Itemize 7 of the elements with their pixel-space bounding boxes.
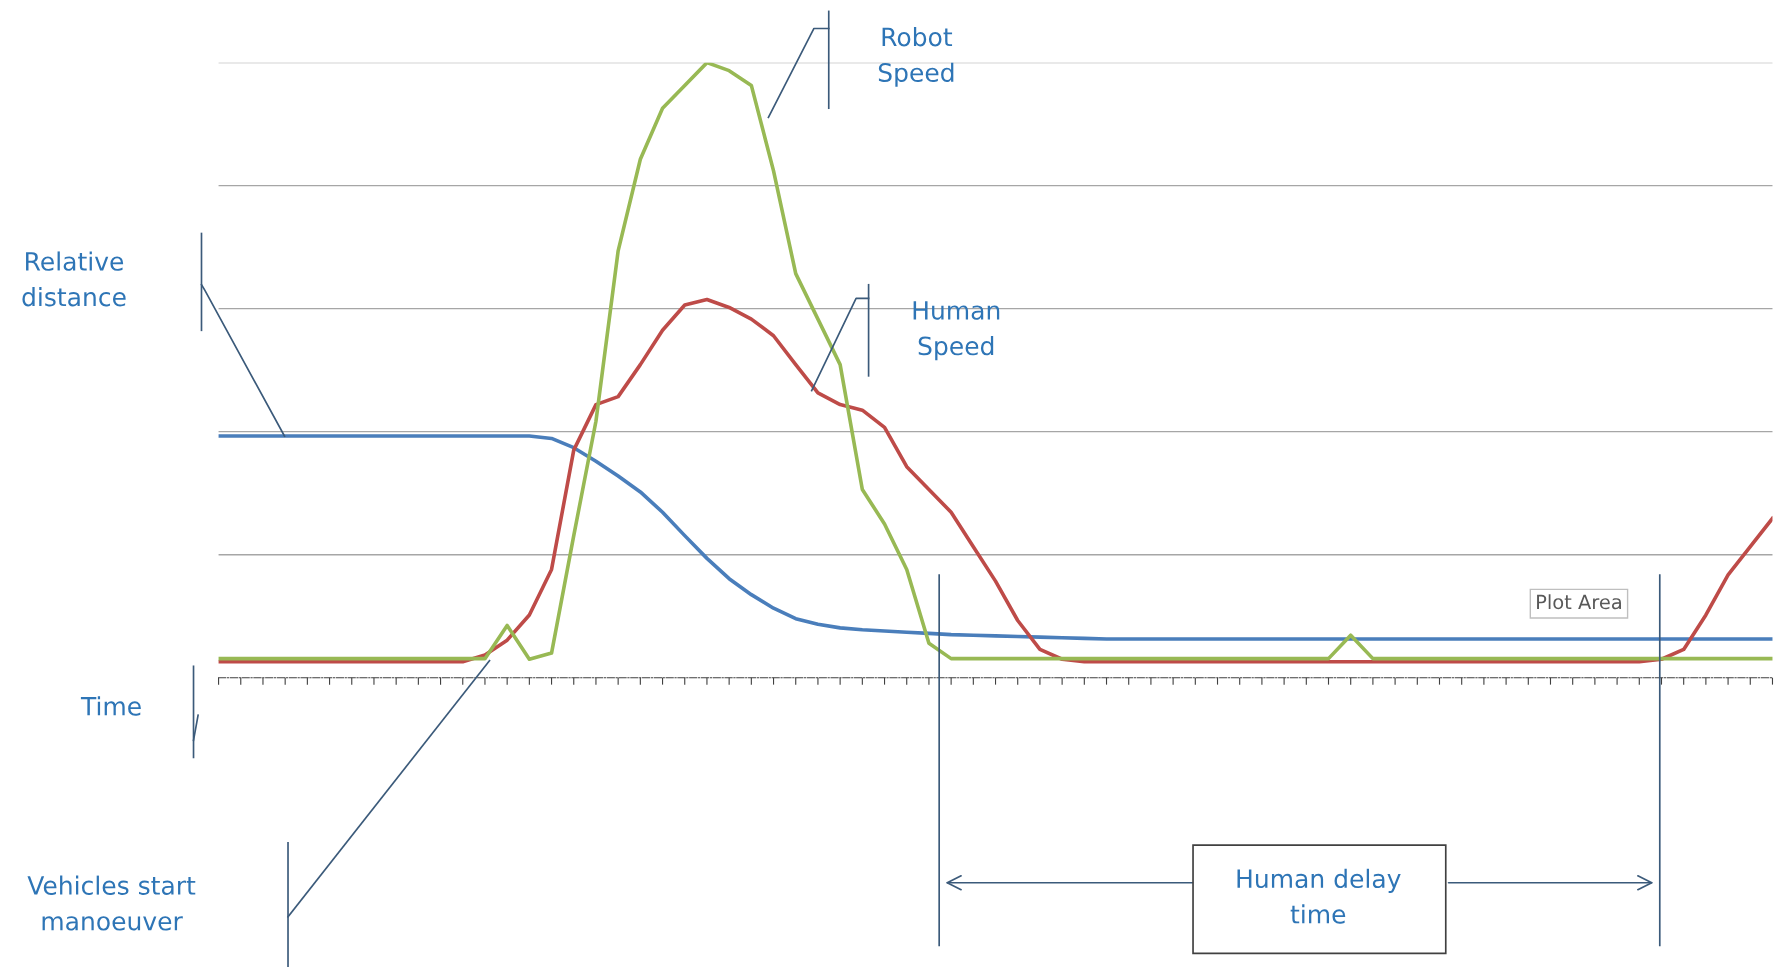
annotation: Human Speed <box>913 301 1000 361</box>
text: Relative distance <box>22 251 126 307</box>
text: Time <box>80 696 141 716</box>
text: Human delay time <box>1237 868 1401 924</box>
text: Vehicles start manoeuver <box>27 875 196 931</box>
annotation: Plot Area <box>1537 594 1621 610</box>
annotation: Robot Speed <box>878 27 954 87</box>
